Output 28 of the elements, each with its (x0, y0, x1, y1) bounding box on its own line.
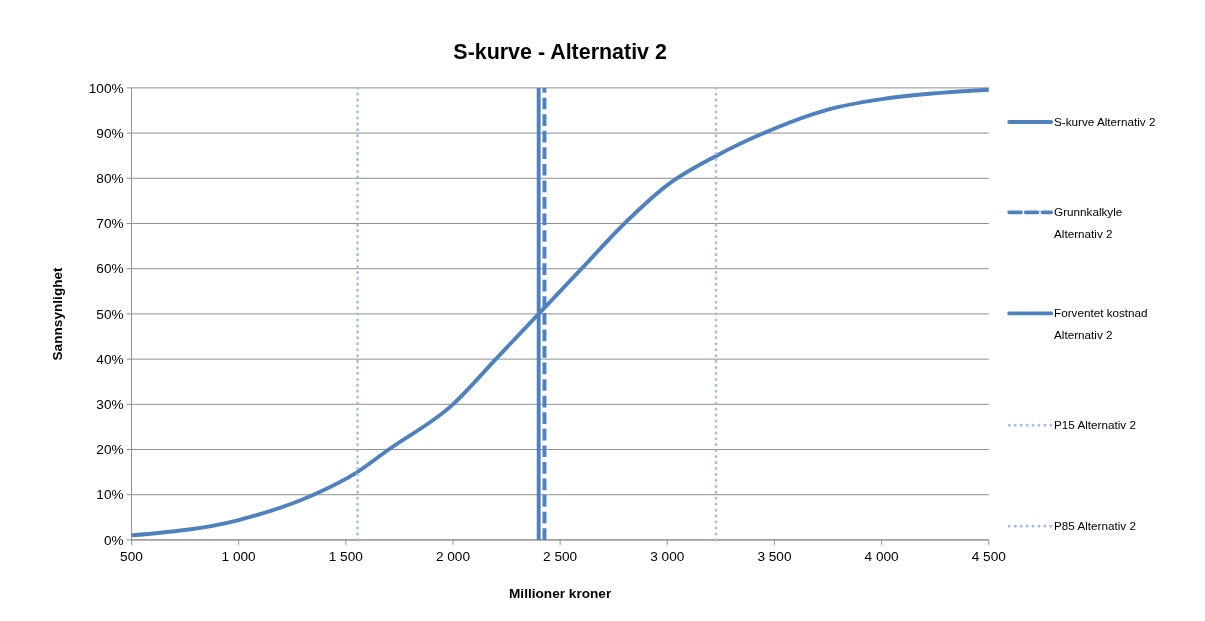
x-tick-label: 2 000 (435, 549, 471, 565)
x-tick-label: 4 500 (971, 549, 1007, 565)
y-tick-label: 80% (96, 171, 124, 187)
x-tick-label: 1 500 (328, 549, 364, 565)
y-tick-label: 20% (96, 442, 124, 458)
legend-label: S-kurve Alternativ 2 (1054, 115, 1156, 129)
x-tick-label: 4 000 (864, 549, 900, 565)
y-tick-label: 0% (103, 532, 124, 548)
legend-label: Grunnkalkyle Alternativ 2 (1054, 205, 1123, 240)
y-tick-label: 30% (96, 397, 124, 413)
x-tick-label: 500 (120, 549, 144, 565)
y-tick-label: 100% (88, 80, 124, 96)
y-tick-label: 40% (96, 351, 124, 367)
legend-label: P85 Alternativ 2 (1054, 519, 1136, 533)
x-tick-label: 3 500 (757, 549, 792, 565)
x-axis-title: Millioner kroner (509, 586, 612, 602)
y-axis-title: Sannsynlighet (50, 266, 66, 361)
y-tick-label: 60% (96, 261, 124, 277)
y-tick-label: 90% (96, 125, 124, 141)
x-tick-label: 3 000 (650, 549, 685, 565)
y-tick-label: 70% (96, 216, 124, 232)
y-tick-label: 50% (96, 306, 124, 322)
y-tick-label: 10% (96, 487, 124, 503)
x-tick-label: 1 000 (221, 549, 257, 565)
legend-label: P15 Alternativ 2 (1054, 418, 1136, 432)
chart-title: S-kurve - Alternativ 2 (453, 39, 667, 64)
x-tick-label: 2 500 (543, 549, 578, 565)
legend-label: Forventet kostnad Alternativ 2 (1054, 306, 1148, 341)
